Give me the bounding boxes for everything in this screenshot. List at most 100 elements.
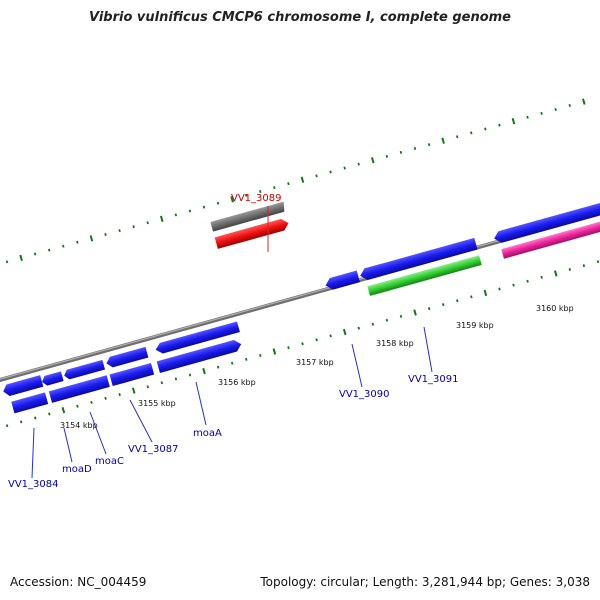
scale-label: 3154 kbp	[60, 421, 98, 430]
inner-tick-mark	[329, 334, 332, 338]
inner-tick-mark	[245, 357, 248, 361]
inner-tick-mark	[441, 303, 445, 307]
outer-tick-mark	[19, 254, 23, 262]
gene-label-leader	[351, 343, 363, 388]
inner-tick-mark	[399, 314, 403, 318]
inner-tick-mark	[357, 326, 361, 330]
gene-label-moaC[interactable]: moaC	[95, 456, 124, 467]
inner-tick-mark	[315, 338, 318, 342]
gene-label-leader	[31, 427, 35, 479]
inner-tick-mark	[413, 309, 417, 316]
genome-summary-label: Topology: circular; Length: 3,281,944 bp…	[260, 575, 590, 589]
outer-tick-mark	[455, 135, 459, 139]
inner-tick-mark	[342, 328, 347, 336]
gene-label-VV1_3089[interactable]: VV1_3089	[231, 193, 282, 204]
accession-label: Accession: NC_004459	[10, 575, 147, 589]
gene-label-VV1_3087[interactable]: VV1_3087	[128, 444, 179, 455]
gene-green-feature[interactable]	[367, 255, 482, 296]
scale-label: 3157 kbp	[296, 358, 334, 367]
gene-label-moaD[interactable]: moaD	[62, 464, 92, 475]
gene-right-upper[interactable]	[493, 199, 600, 244]
outer-tick-mark	[104, 232, 107, 236]
inner-tick-mark	[131, 387, 136, 394]
inner-tick-mark	[301, 342, 304, 346]
gene-moaA-upper[interactable]	[154, 321, 240, 355]
inner-tick-mark	[174, 377, 178, 381]
inner-tick-mark	[483, 289, 488, 297]
outer-tick-mark	[146, 221, 149, 225]
gene-VV1_3089-grey-feature[interactable]	[210, 201, 286, 232]
inner-tick-mark	[34, 416, 37, 420]
outer-tick-mark	[259, 189, 262, 193]
gene-VV1_3091-upper[interactable]	[359, 237, 478, 282]
outer-tick-mark	[202, 205, 206, 209]
gene-VV1_3084-lower[interactable]	[11, 392, 49, 414]
outer-tick-mark	[48, 248, 51, 252]
inner-tick-mark	[188, 373, 192, 377]
outer-tick-mark	[484, 127, 487, 131]
inner-tick-mark	[512, 283, 515, 287]
outer-tick-mark	[188, 209, 192, 213]
inner-tick-mark	[371, 322, 375, 326]
outer-tick-mark	[371, 157, 375, 164]
outer-tick-mark	[526, 115, 529, 119]
outer-tick-mark	[540, 111, 543, 115]
outer-tick-mark	[132, 225, 135, 229]
inner-tick-mark	[272, 348, 277, 355]
inner-tick-mark	[90, 400, 93, 404]
outer-tick-mark	[118, 229, 121, 233]
outer-tick-mark	[582, 98, 586, 105]
gene-VV1_3084-upper[interactable]	[2, 375, 44, 397]
inner-tick-mark	[76, 404, 79, 408]
outer-tick-mark	[427, 143, 431, 147]
gene-magenta-feature[interactable]	[501, 216, 600, 259]
inner-tick-mark	[526, 279, 529, 283]
gene-label-leader	[195, 381, 207, 426]
outer-tick-mark	[89, 235, 94, 242]
outer-tick-mark	[470, 131, 473, 135]
gene-label-VV1_3084[interactable]: VV1_3084	[8, 479, 59, 490]
scale-label: 3158 kbp	[376, 339, 414, 348]
scale-labels: 3154 kbp 3155 kbp 3156 kbp 3157 kbp 3158 kbp…	[60, 304, 574, 430]
gene-moaD-upper[interactable]	[41, 371, 64, 386]
inner-tick-mark	[427, 307, 431, 311]
outer-tick-mark	[273, 186, 276, 190]
inner-tick-mark	[202, 367, 206, 375]
outer-tick-mark	[413, 147, 417, 151]
outer-tick-mark	[5, 260, 9, 264]
gene-VV1_3090-upper[interactable]	[324, 270, 360, 292]
outer-tick-mark	[300, 176, 305, 183]
inner-tick-mark	[230, 361, 234, 365]
inner-tick-mark	[568, 268, 572, 271]
inner-tick-mark	[287, 346, 290, 350]
inner-tick-mark	[385, 318, 389, 322]
gene-moaC-upper[interactable]	[63, 359, 106, 381]
outer-tick-mark	[554, 107, 557, 111]
outer-tick-ring	[5, 98, 586, 264]
outer-tick-mark	[287, 182, 290, 186]
outer-tick-mark	[329, 170, 332, 174]
outer-tick-mark	[216, 201, 220, 205]
gene-label-VV1_3091[interactable]: VV1_3091	[408, 374, 459, 385]
gene-label-leader	[89, 411, 107, 455]
gene-label-leader	[129, 399, 153, 443]
gene-label-leader	[423, 326, 433, 373]
gene-label-moaA[interactable]: moaA	[193, 428, 222, 439]
inner-tick-mark	[118, 393, 121, 397]
gene-VV1_3087-upper[interactable]	[105, 346, 149, 369]
gene-VV1_3089[interactable]	[214, 217, 290, 249]
outer-tick-mark	[33, 252, 37, 256]
outer-tick-mark	[230, 196, 234, 203]
gene-VV1_3087-lower[interactable]	[109, 362, 155, 387]
gene-moaD-lower[interactable]	[48, 375, 110, 403]
gene-row-lower	[11, 216, 600, 414]
outer-tick-mark	[357, 162, 360, 166]
outer-tick-mark	[498, 123, 501, 127]
gene-moaA-lower[interactable]	[156, 338, 243, 373]
inner-tick-mark	[5, 424, 9, 428]
outer-tick-mark	[343, 166, 346, 170]
inner-tick-mark	[48, 412, 51, 416]
inner-tick-mark	[146, 385, 149, 389]
gene-label-VV1_3090[interactable]: VV1_3090	[339, 389, 390, 400]
